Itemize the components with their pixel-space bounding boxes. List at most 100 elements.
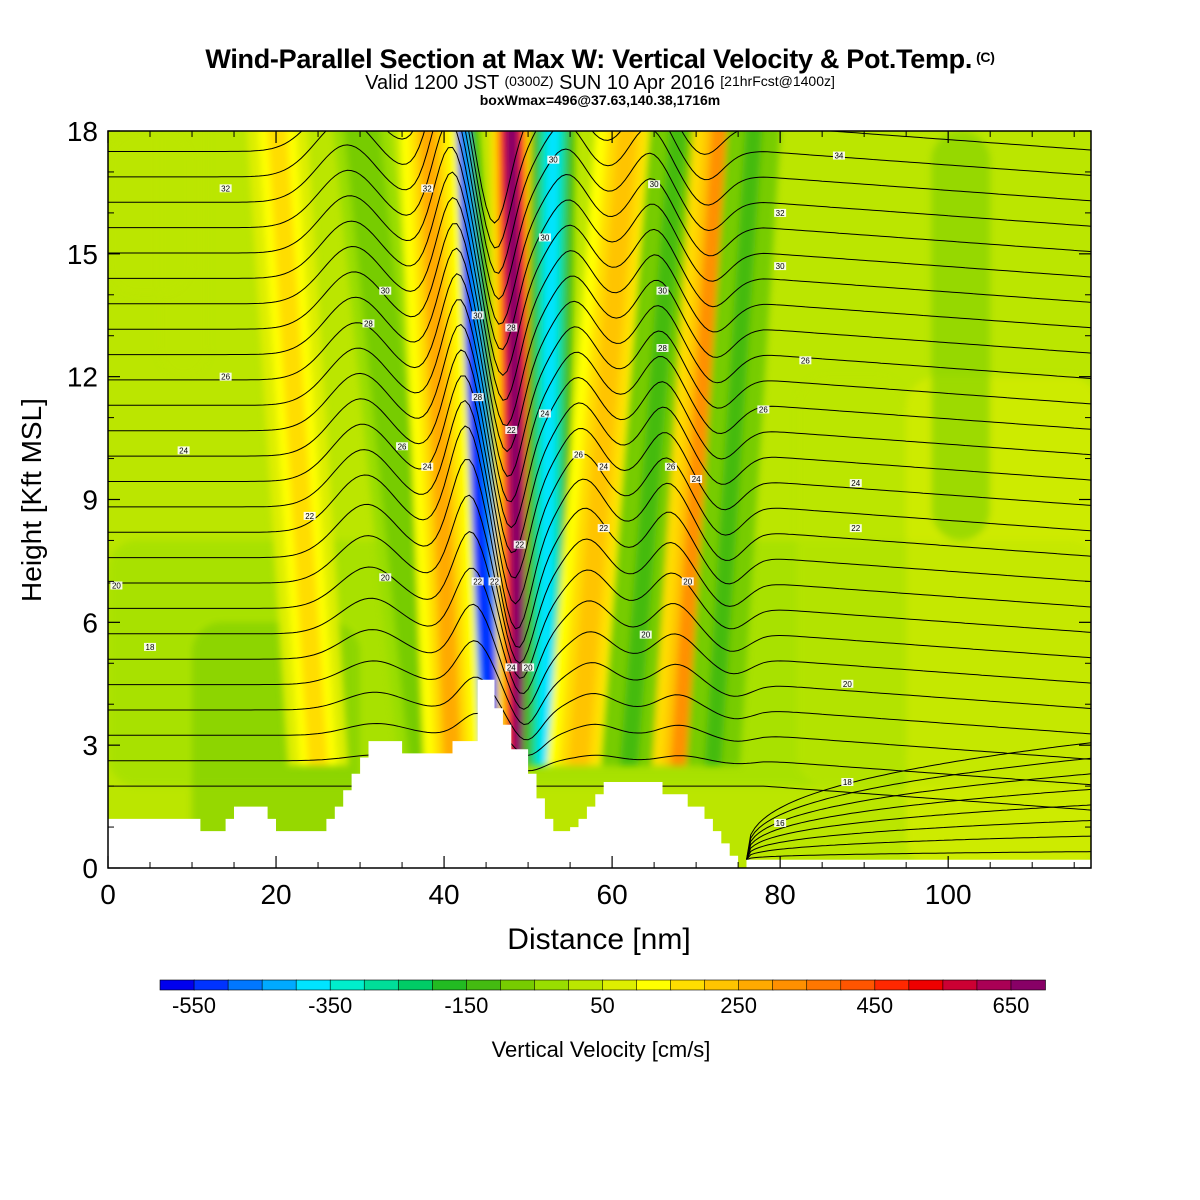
contour-label: 30	[658, 287, 667, 296]
velocity-band-7-2	[670, 131, 729, 766]
contour-label-bg	[774, 818, 787, 827]
contour-label: 28	[473, 393, 482, 402]
theta-line	[108, 531, 1091, 679]
contour-label: 24	[540, 410, 549, 419]
theta-line	[108, 247, 1091, 453]
contour-label-bg	[219, 184, 232, 193]
field-patch-5	[931, 131, 991, 541]
contour-label: 26	[574, 450, 583, 459]
contour-label-bg	[379, 573, 392, 582]
contour-label-bg	[421, 462, 434, 471]
theta-line	[108, 375, 1091, 579]
y-tick-label: 12	[67, 362, 98, 393]
colorbar-swatch	[942, 979, 978, 991]
theta-line-surface	[746, 742, 1091, 860]
contour-label: 18	[843, 778, 852, 787]
colorbar-tick-label: 450	[856, 993, 893, 1018]
axes: 0 20 40 60 80 100 0 3 6 9 12 15 18	[67, 116, 1091, 910]
theta-line	[108, 349, 1091, 554]
contour-label: 26	[398, 442, 407, 451]
contour-label: 28	[364, 319, 373, 328]
contour-label: 20	[112, 581, 121, 590]
velocity-bands	[247, 131, 781, 766]
contour-label: 20	[683, 577, 692, 586]
colorbar-swatch	[159, 979, 195, 991]
theta-line	[108, 323, 1091, 529]
title-mark: (C)	[976, 49, 995, 65]
velocity-band-6-2	[619, 131, 687, 766]
colorbar-swatch	[568, 979, 604, 991]
contour-label: 32	[221, 184, 230, 193]
contour-label: 24	[599, 463, 608, 472]
colorbar-tick-label: 650	[993, 993, 1030, 1018]
contour-label: 22	[599, 524, 608, 533]
contour-label-bg	[639, 630, 652, 639]
contour-label-bg	[522, 663, 535, 672]
contour-label: 22	[515, 541, 524, 550]
theta-line	[108, 640, 1091, 726]
contour-label: 20	[381, 573, 390, 582]
contour-label: 22	[851, 524, 860, 533]
terrain-fill	[108, 679, 1091, 868]
contour-label-bg	[303, 511, 316, 520]
theta-line	[108, 223, 1091, 427]
contour-label: 32	[776, 209, 785, 218]
contour-label-bg	[505, 323, 518, 332]
colorbar-swatch	[295, 979, 331, 991]
velocity-band-5-2	[418, 131, 462, 766]
y-tick-label: 9	[82, 485, 98, 516]
y-tick-label: 6	[82, 607, 98, 638]
contour-label: 24	[507, 663, 516, 672]
contour-label: 22	[305, 512, 314, 521]
colorbar-swatch	[432, 979, 468, 991]
contour-label: 22	[473, 577, 482, 586]
x-tick-label: 100	[925, 879, 972, 910]
contour-label-bg	[849, 524, 862, 533]
contour-label-bg	[538, 409, 551, 418]
x-tick-label: 0	[100, 879, 116, 910]
contour-label-bg	[547, 155, 560, 164]
contour-label: 30	[540, 233, 549, 242]
theta-line-surface	[746, 788, 1091, 860]
contour-label-bg	[110, 581, 123, 590]
contour-label: 30	[650, 180, 659, 189]
contour-label-bg	[513, 540, 526, 549]
contour-label-bg	[597, 462, 610, 471]
contour-label-bg	[799, 356, 812, 365]
contour-label: 20	[641, 631, 650, 640]
theta-line	[108, 196, 1091, 401]
y-tick-label: 3	[82, 730, 98, 761]
contour-label: 30	[549, 156, 558, 165]
contour-labels: 32 32 30 30 34 32 30 30 30 28 30 28 30 28 26 26 28 24 22 26…	[110, 151, 862, 828]
theta-line-surface	[746, 835, 1091, 861]
colorbar-label: Vertical Velocity [cm/s]	[492, 1037, 711, 1062]
contour-label: 28	[658, 344, 667, 353]
theta-line	[108, 131, 1091, 274]
contour-label-bg	[505, 425, 518, 434]
x-tick-label: 20	[260, 879, 291, 910]
contour-label-bg	[841, 679, 854, 688]
colorbar-tick-label: -150	[444, 993, 488, 1018]
contour-label: 22	[507, 426, 516, 435]
colorbar-swatch	[500, 979, 536, 991]
x-axis-label: Distance [nm]	[507, 923, 690, 956]
colorbar-swatch	[772, 979, 808, 991]
chart-valid-time: Valid 1200 JST (0300Z) SUN 10 Apr 2016 […	[0, 72, 1200, 95]
contour-label-bg	[362, 319, 375, 328]
velocity-band-9-2	[267, 131, 328, 766]
contour-label: 22	[490, 577, 499, 586]
velocity-band-8-2	[704, 131, 763, 766]
colorbar-swatch	[908, 979, 944, 991]
contour-label-bg	[421, 184, 434, 193]
contour-label: 26	[801, 356, 810, 365]
contour-label: 26	[759, 405, 768, 414]
valid-utc: (0300Z)	[504, 73, 554, 89]
contour-label: 20	[524, 663, 533, 672]
contour-label: 24	[423, 463, 432, 472]
forecast-info: [21hrFcst@1400z]	[720, 73, 835, 89]
theta-line	[108, 749, 1091, 786]
y-tick-label: 15	[67, 239, 98, 270]
colorbar-swatch	[636, 979, 672, 991]
contour-label-bg	[832, 151, 845, 160]
contour-label-bg	[538, 233, 551, 242]
